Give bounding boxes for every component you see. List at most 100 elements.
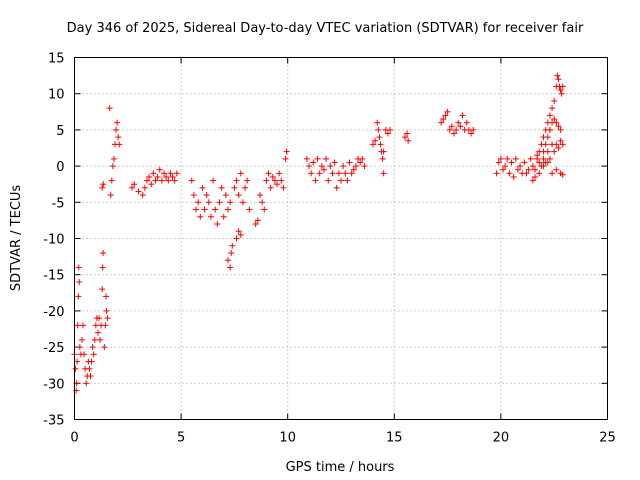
data-point [555, 145, 562, 151]
y-tick-label: 15 [48, 52, 65, 67]
data-point [263, 177, 270, 184]
data-point [493, 170, 500, 177]
data-point [141, 184, 148, 191]
data-point [546, 112, 553, 119]
data-point [231, 184, 238, 191]
data-point [352, 163, 359, 170]
grid-lines [74, 57, 608, 420]
data-point [559, 83, 566, 90]
data-point [529, 163, 536, 170]
data-point [372, 137, 379, 144]
data-point [135, 188, 142, 195]
x-tick-label: 0 [70, 431, 78, 446]
data-point [220, 213, 227, 220]
data-point [203, 192, 210, 199]
y-tick-label: -5 [52, 196, 65, 211]
data-point [148, 181, 155, 188]
y-tick-label: -15 [43, 269, 64, 284]
y-tick-label: 5 [56, 124, 64, 139]
x-tick-label: 20 [493, 431, 510, 446]
data-point [379, 155, 386, 162]
data-point [542, 141, 549, 148]
data-point [331, 159, 338, 166]
data-point [216, 199, 223, 206]
data-point [254, 217, 261, 224]
data-point [314, 155, 321, 162]
data-points [71, 72, 566, 394]
data-point [161, 170, 168, 177]
data-point [207, 213, 214, 220]
data-point [239, 199, 246, 206]
x-tick-label: 5 [177, 431, 185, 446]
data-point [171, 177, 178, 184]
plot-frame [74, 57, 608, 420]
data-point [555, 76, 562, 83]
data-point [308, 170, 315, 177]
data-point [446, 126, 453, 133]
data-point [103, 293, 110, 300]
data-point [97, 336, 104, 343]
data-point [104, 315, 111, 322]
data-point [235, 192, 242, 199]
data-point [154, 173, 161, 180]
data-point [78, 336, 85, 343]
data-point [453, 126, 460, 133]
data-point [540, 163, 547, 170]
data-point [559, 141, 566, 148]
data-point [468, 130, 475, 137]
data-point [384, 130, 391, 137]
data-point [502, 163, 509, 170]
y-tick-label: 0 [56, 160, 64, 175]
data-point [377, 141, 384, 148]
data-point [544, 134, 551, 141]
data-point [553, 119, 560, 126]
y-tick-label: -10 [43, 233, 64, 248]
data-point [357, 159, 364, 166]
data-point [344, 177, 351, 184]
data-point [129, 184, 136, 191]
data-point [227, 199, 234, 206]
data-point [99, 184, 106, 191]
data-point [404, 130, 411, 137]
y-tick-label: 10 [48, 88, 65, 103]
data-point [525, 166, 532, 173]
data-point [457, 123, 464, 130]
data-point [103, 307, 110, 314]
data-point [401, 134, 408, 141]
data-point [380, 148, 387, 155]
data-point [165, 177, 172, 184]
data-point [450, 130, 457, 137]
data-point [342, 170, 349, 177]
data-point [114, 119, 121, 126]
data-point [75, 264, 82, 271]
data-point [188, 177, 195, 184]
data-point [76, 344, 83, 351]
data-point [280, 184, 287, 191]
data-point [506, 170, 513, 177]
data-point [448, 123, 455, 130]
data-point [333, 184, 340, 191]
data-point [495, 159, 502, 166]
data-point [108, 177, 115, 184]
data-point [549, 105, 556, 112]
data-point [329, 170, 336, 177]
data-point [131, 181, 138, 188]
data-point [557, 137, 564, 144]
data-point [369, 141, 376, 148]
data-point [438, 119, 445, 126]
data-point [222, 192, 229, 199]
data-point [156, 166, 163, 173]
x-tick-label: 10 [279, 431, 296, 446]
data-point [510, 173, 517, 180]
data-point [549, 170, 556, 177]
data-point [229, 242, 236, 249]
data-point [546, 126, 553, 133]
data-point [540, 155, 547, 162]
x-tick-label: 15 [386, 431, 403, 446]
data-point [374, 119, 381, 126]
data-point [350, 166, 357, 173]
y-tick-label: -20 [43, 305, 64, 320]
data-point [508, 159, 515, 166]
data-point [274, 181, 281, 188]
